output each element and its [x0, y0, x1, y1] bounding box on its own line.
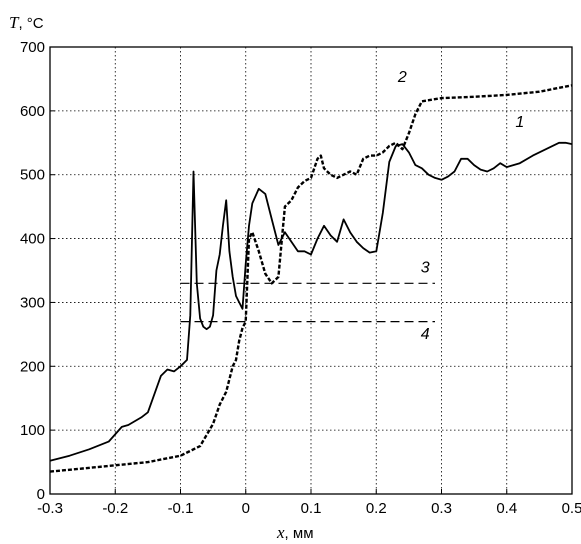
curve-label-4: 4: [421, 326, 430, 343]
y-tick-label: 200: [20, 358, 45, 375]
x-axis-symbol: x: [276, 523, 285, 542]
curve-label-1: 1: [515, 114, 524, 131]
y-tick-label: 600: [20, 103, 45, 120]
y-tick-label: 500: [20, 167, 45, 184]
series-layer: [49, 84, 573, 473]
x-tick-label: -0.1: [168, 500, 194, 517]
curve-label-2: 2: [397, 69, 407, 86]
y-tick-label: 700: [20, 39, 45, 56]
y-axis-symbol: T: [9, 13, 20, 32]
y-tick-label: 0: [37, 486, 45, 503]
y-tick-label: 100: [20, 422, 45, 439]
y-tick-label: 400: [20, 231, 45, 248]
x-tick-label: 0.2: [366, 500, 387, 517]
x-tick-label: 0.1: [301, 500, 322, 517]
plot-frame: [49, 46, 573, 495]
x-tick-label: 0.5: [562, 500, 581, 517]
curve-label-3: 3: [421, 259, 430, 276]
tick-labels: -0.3 -0.2 -0.1 0 0.1 0.2 0.3 0.4 0.5 0 100 200 300 40…: [20, 39, 581, 517]
x-tick-label: -0.3: [37, 500, 63, 517]
x-axis-unit: , мм: [285, 525, 314, 542]
series-line-2: [49, 84, 573, 473]
x-tick-label: -0.2: [102, 500, 128, 517]
series-line-1: [49, 141, 573, 462]
x-tick-label: 0.3: [431, 500, 452, 517]
y-axis-title: T, °C: [9, 13, 44, 32]
x-axis-title: x, мм: [276, 523, 314, 542]
curve-labels: 1 2 3 4: [397, 69, 524, 343]
y-axis-unit: , °C: [18, 15, 43, 32]
y-tick-label: 300: [20, 294, 45, 311]
grid: [50, 47, 572, 494]
x-tick-label: 0.4: [496, 500, 517, 517]
x-tick-label: 0: [242, 500, 250, 517]
